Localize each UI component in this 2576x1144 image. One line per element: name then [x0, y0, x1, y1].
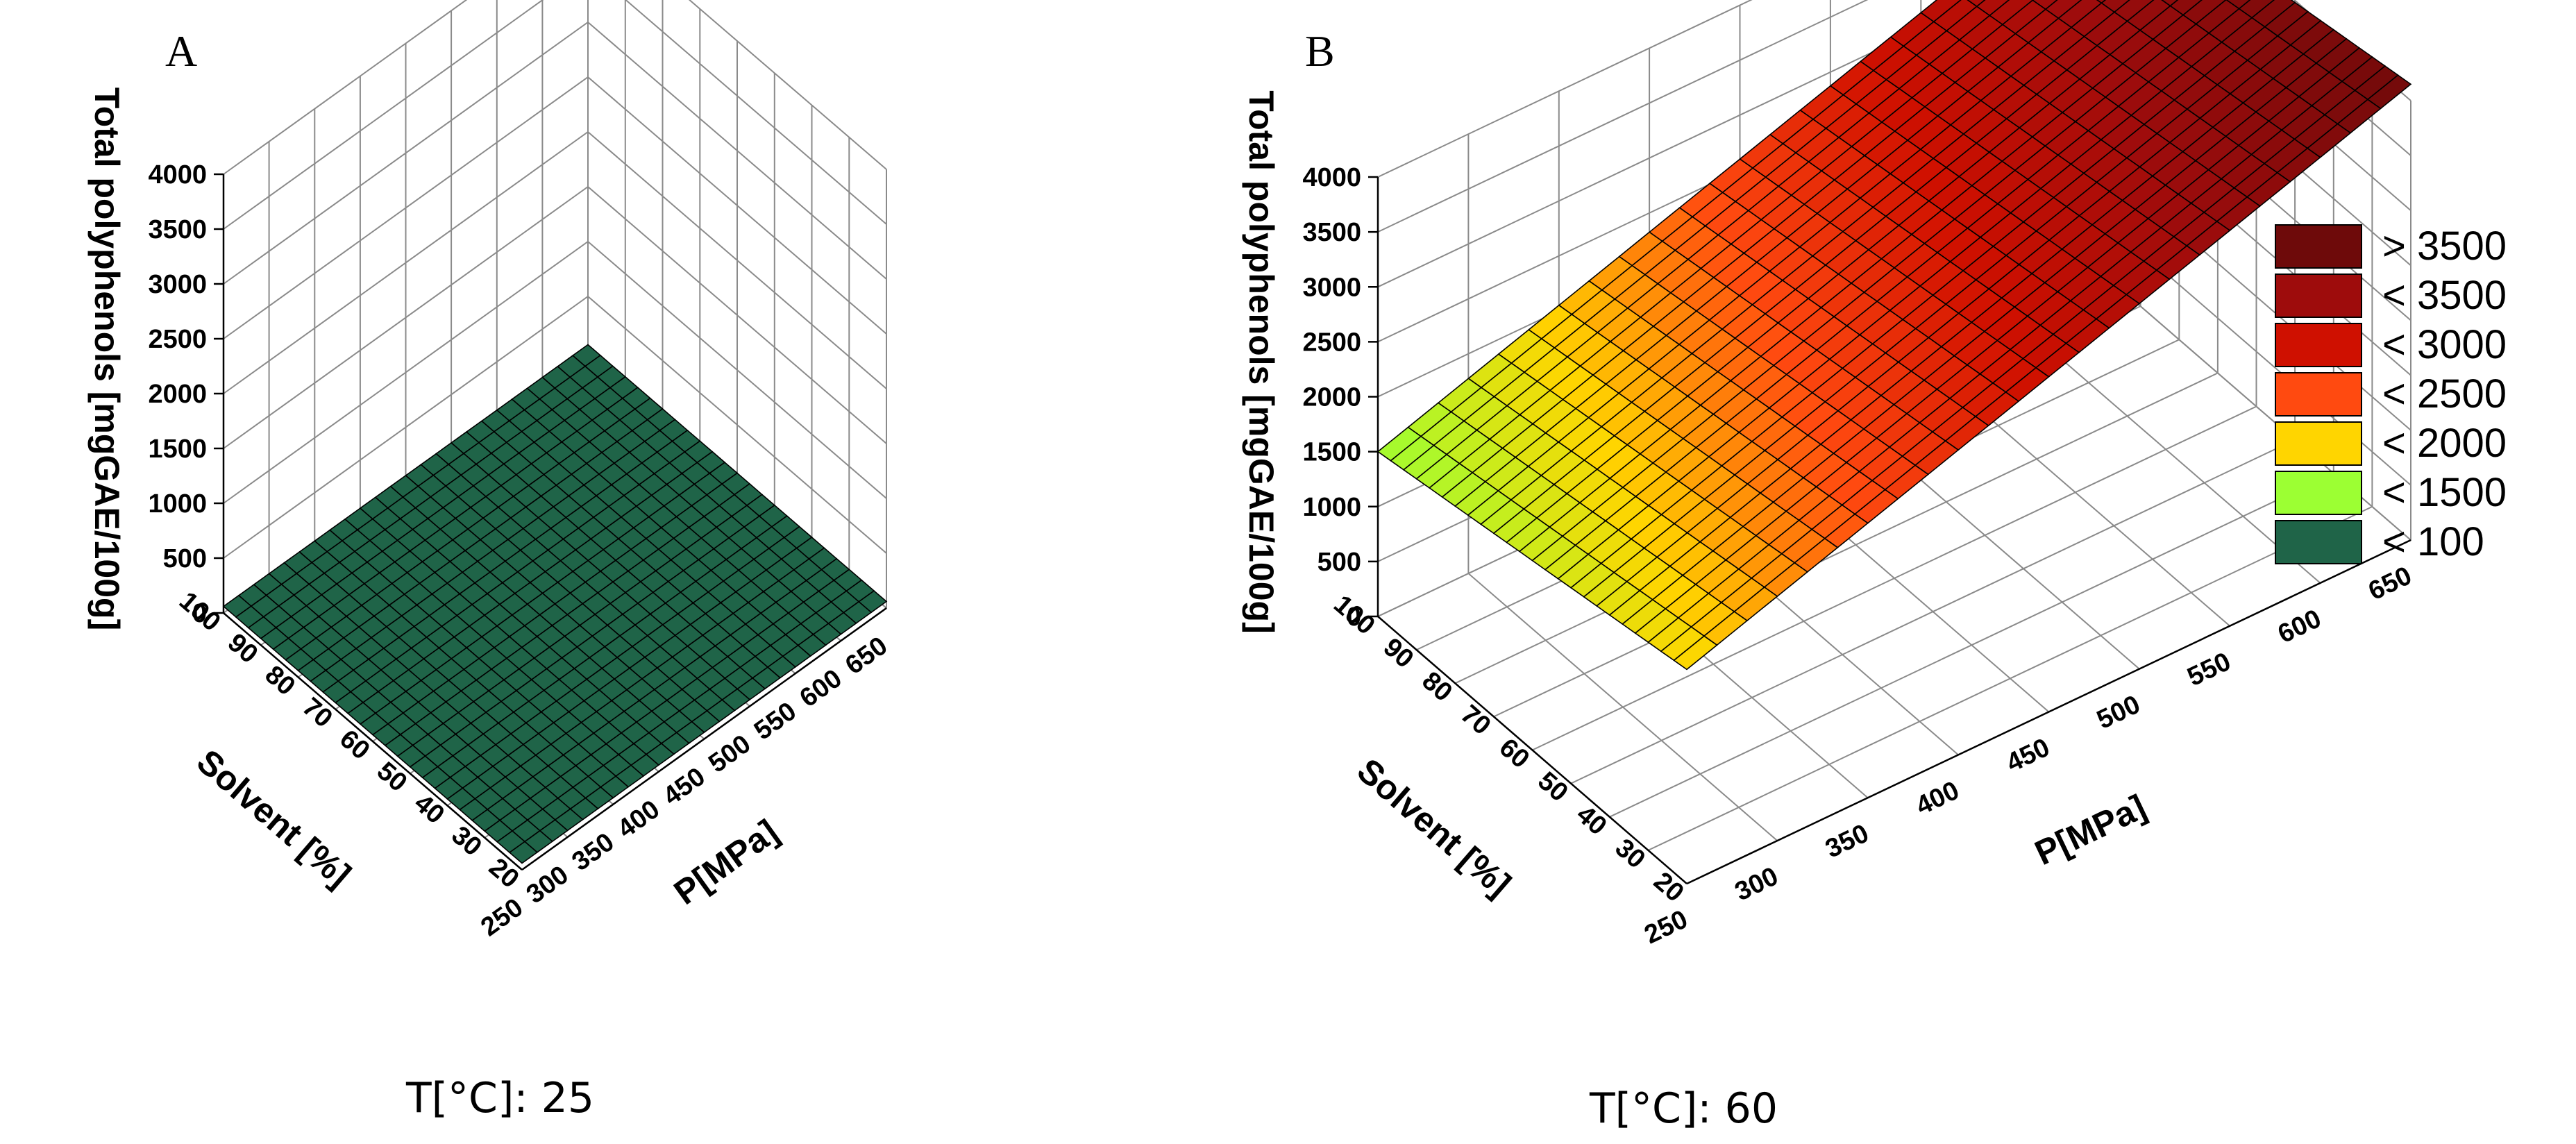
z-axis-title: Total polyphenols [mgGAE/100g] [1242, 90, 1281, 633]
z-axis-title: Total polyphenols [mgGAE/100g] [87, 87, 126, 630]
panel-a-letter: A [165, 26, 197, 76]
z-tick-label: 3000 [1302, 273, 1361, 302]
panel-b-surface [1377, 0, 2412, 671]
z-tick-label: 3000 [148, 270, 207, 299]
solvent-tick-label: 50 [1532, 766, 1573, 807]
legend-item: > 3500 [2275, 224, 2507, 269]
legend-swatch [2275, 471, 2362, 515]
solvent-axis-line [223, 612, 523, 870]
pressure-tick-label: 500 [2092, 690, 2144, 735]
pressure-tick-label: 500 [703, 730, 756, 779]
z-tick-label: 0 [192, 599, 207, 628]
legend-label: < 3000 [2382, 322, 2507, 367]
grid-line [223, 0, 887, 175]
legend-item: < 1500 [2275, 470, 2507, 515]
grid-line [223, 0, 887, 230]
legend-swatch [2275, 421, 2362, 466]
solvent-tick-label: 90 [1378, 632, 1419, 673]
legend-item: < 2500 [2275, 371, 2507, 417]
panel-b-plot-area: 0 500 1000 1500 2000 2500 3000 3500 4000 10090807… [1242, 0, 2416, 950]
grid-line [223, 131, 887, 394]
z-tick-label: 1000 [148, 489, 207, 519]
solvent-tick-label: 100 [174, 587, 226, 637]
z-tick-label: 2500 [148, 325, 207, 354]
pressure-tick-label: 650 [2364, 561, 2416, 606]
pressure-tick-label: 350 [567, 827, 620, 877]
grid-line [1647, 67, 2373, 851]
grid-line [223, 76, 887, 339]
solvent-tick-label: 40 [1571, 800, 1612, 841]
legend-swatch [2275, 274, 2362, 318]
surface-cell [1673, 635, 1718, 671]
grid-line [223, 21, 887, 285]
panel-a-surface [222, 344, 888, 864]
z-tick-label: 3500 [148, 215, 207, 244]
pressure-axis-line [1686, 539, 2411, 885]
legend-label: > 3500 [2382, 224, 2507, 269]
panel-a-temperature-label: T[°C]: 25 [405, 1074, 594, 1122]
legend-label: < 2000 [2382, 421, 2507, 466]
legend-item: < 3000 [2275, 322, 2507, 367]
panel-a-surface-plot: A 05001000150020002500300035004000100908… [87, 0, 893, 1122]
solvent-tick-label: 30 [1610, 833, 1651, 874]
pressure-tick-label: 550 [2183, 647, 2235, 692]
z-tick-label: 2500 [1302, 328, 1361, 357]
pressure-tick-label: 350 [1821, 818, 1873, 864]
pressure-tick-label: 600 [795, 664, 848, 713]
legend-swatch [2275, 520, 2362, 564]
z-tick-label: 500 [1318, 548, 1361, 577]
pressure-tick-label: 250 [1640, 905, 1692, 950]
z-tick-label: 0 [1347, 603, 1361, 632]
pressure-axis-title: P[MPa] [2029, 787, 2152, 873]
pressure-axis-line [521, 607, 887, 871]
solvent-tick-label: 80 [1416, 666, 1457, 707]
color-legend: > 3500< 3500< 3000< 2500< 2000< 1500< 10… [2275, 224, 2507, 564]
pressure-tick-label: 400 [1912, 776, 1964, 821]
z-tick-label: 4000 [148, 160, 207, 190]
legend-swatch [2275, 372, 2362, 417]
panel-b-letter: B [1305, 26, 1335, 76]
legend-label: < 3500 [2382, 273, 2507, 318]
z-tick-label: 500 [163, 544, 207, 573]
pressure-tick-label: 600 [2273, 604, 2325, 649]
pressure-tick-label: 650 [840, 631, 893, 680]
solvent-tick-label: 60 [1494, 733, 1535, 774]
solvent-axis-title: Solvent [%] [1350, 751, 1518, 905]
pressure-tick-label: 300 [1731, 861, 1783, 907]
z-tick-label: 4000 [1302, 163, 1361, 192]
pressure-tick-label: 250 [475, 893, 528, 942]
legend-item: < 3500 [2275, 273, 2507, 318]
panel-b-temperature-label: T[°C]: 60 [1589, 1084, 1778, 1133]
panel-b-surface-plot: B 0 500 1000 1500 2000 2500 3000 3500 4000 100908… [1242, 0, 2416, 1133]
solvent-tick-label: 20 [1648, 866, 1689, 907]
legend-item: < 2000 [2275, 421, 2507, 466]
z-tick-label: 1000 [1302, 493, 1361, 522]
legend-swatch [2275, 224, 2362, 269]
z-tick-label: 2000 [1302, 383, 1361, 412]
z-tick-label: 1500 [1302, 438, 1361, 467]
legend-item: < 100 [2275, 519, 2484, 564]
pressure-tick-label: 400 [612, 795, 665, 844]
legend-swatch [2275, 323, 2362, 367]
solvent-tick-label: 70 [1455, 700, 1496, 741]
pressure-tick-label: 450 [2002, 733, 2054, 778]
surface-cell [508, 841, 539, 864]
pressure-tick-label: 450 [658, 762, 711, 811]
pressure-tick-label: 300 [521, 860, 574, 909]
solvent-tick-label: 100 [1328, 590, 1380, 641]
solvent-axis-line [1377, 616, 1687, 884]
legend-label: < 2500 [2382, 371, 2507, 417]
pressure-axis-title: P[MPa] [667, 812, 785, 912]
legend-label: < 100 [2382, 519, 2484, 564]
grid-line [1377, 0, 2411, 343]
solvent-axis-title: Solvent [%] [190, 742, 358, 895]
z-tick-label: 3500 [1302, 218, 1361, 247]
z-tick-label: 1500 [148, 435, 207, 464]
legend-label: < 1500 [2382, 470, 2507, 515]
pressure-tick-label: 550 [749, 697, 802, 746]
z-tick-label: 2000 [148, 380, 207, 409]
panel-a-plot-area: 0500100015002000250030003500400010090807… [87, 0, 893, 942]
